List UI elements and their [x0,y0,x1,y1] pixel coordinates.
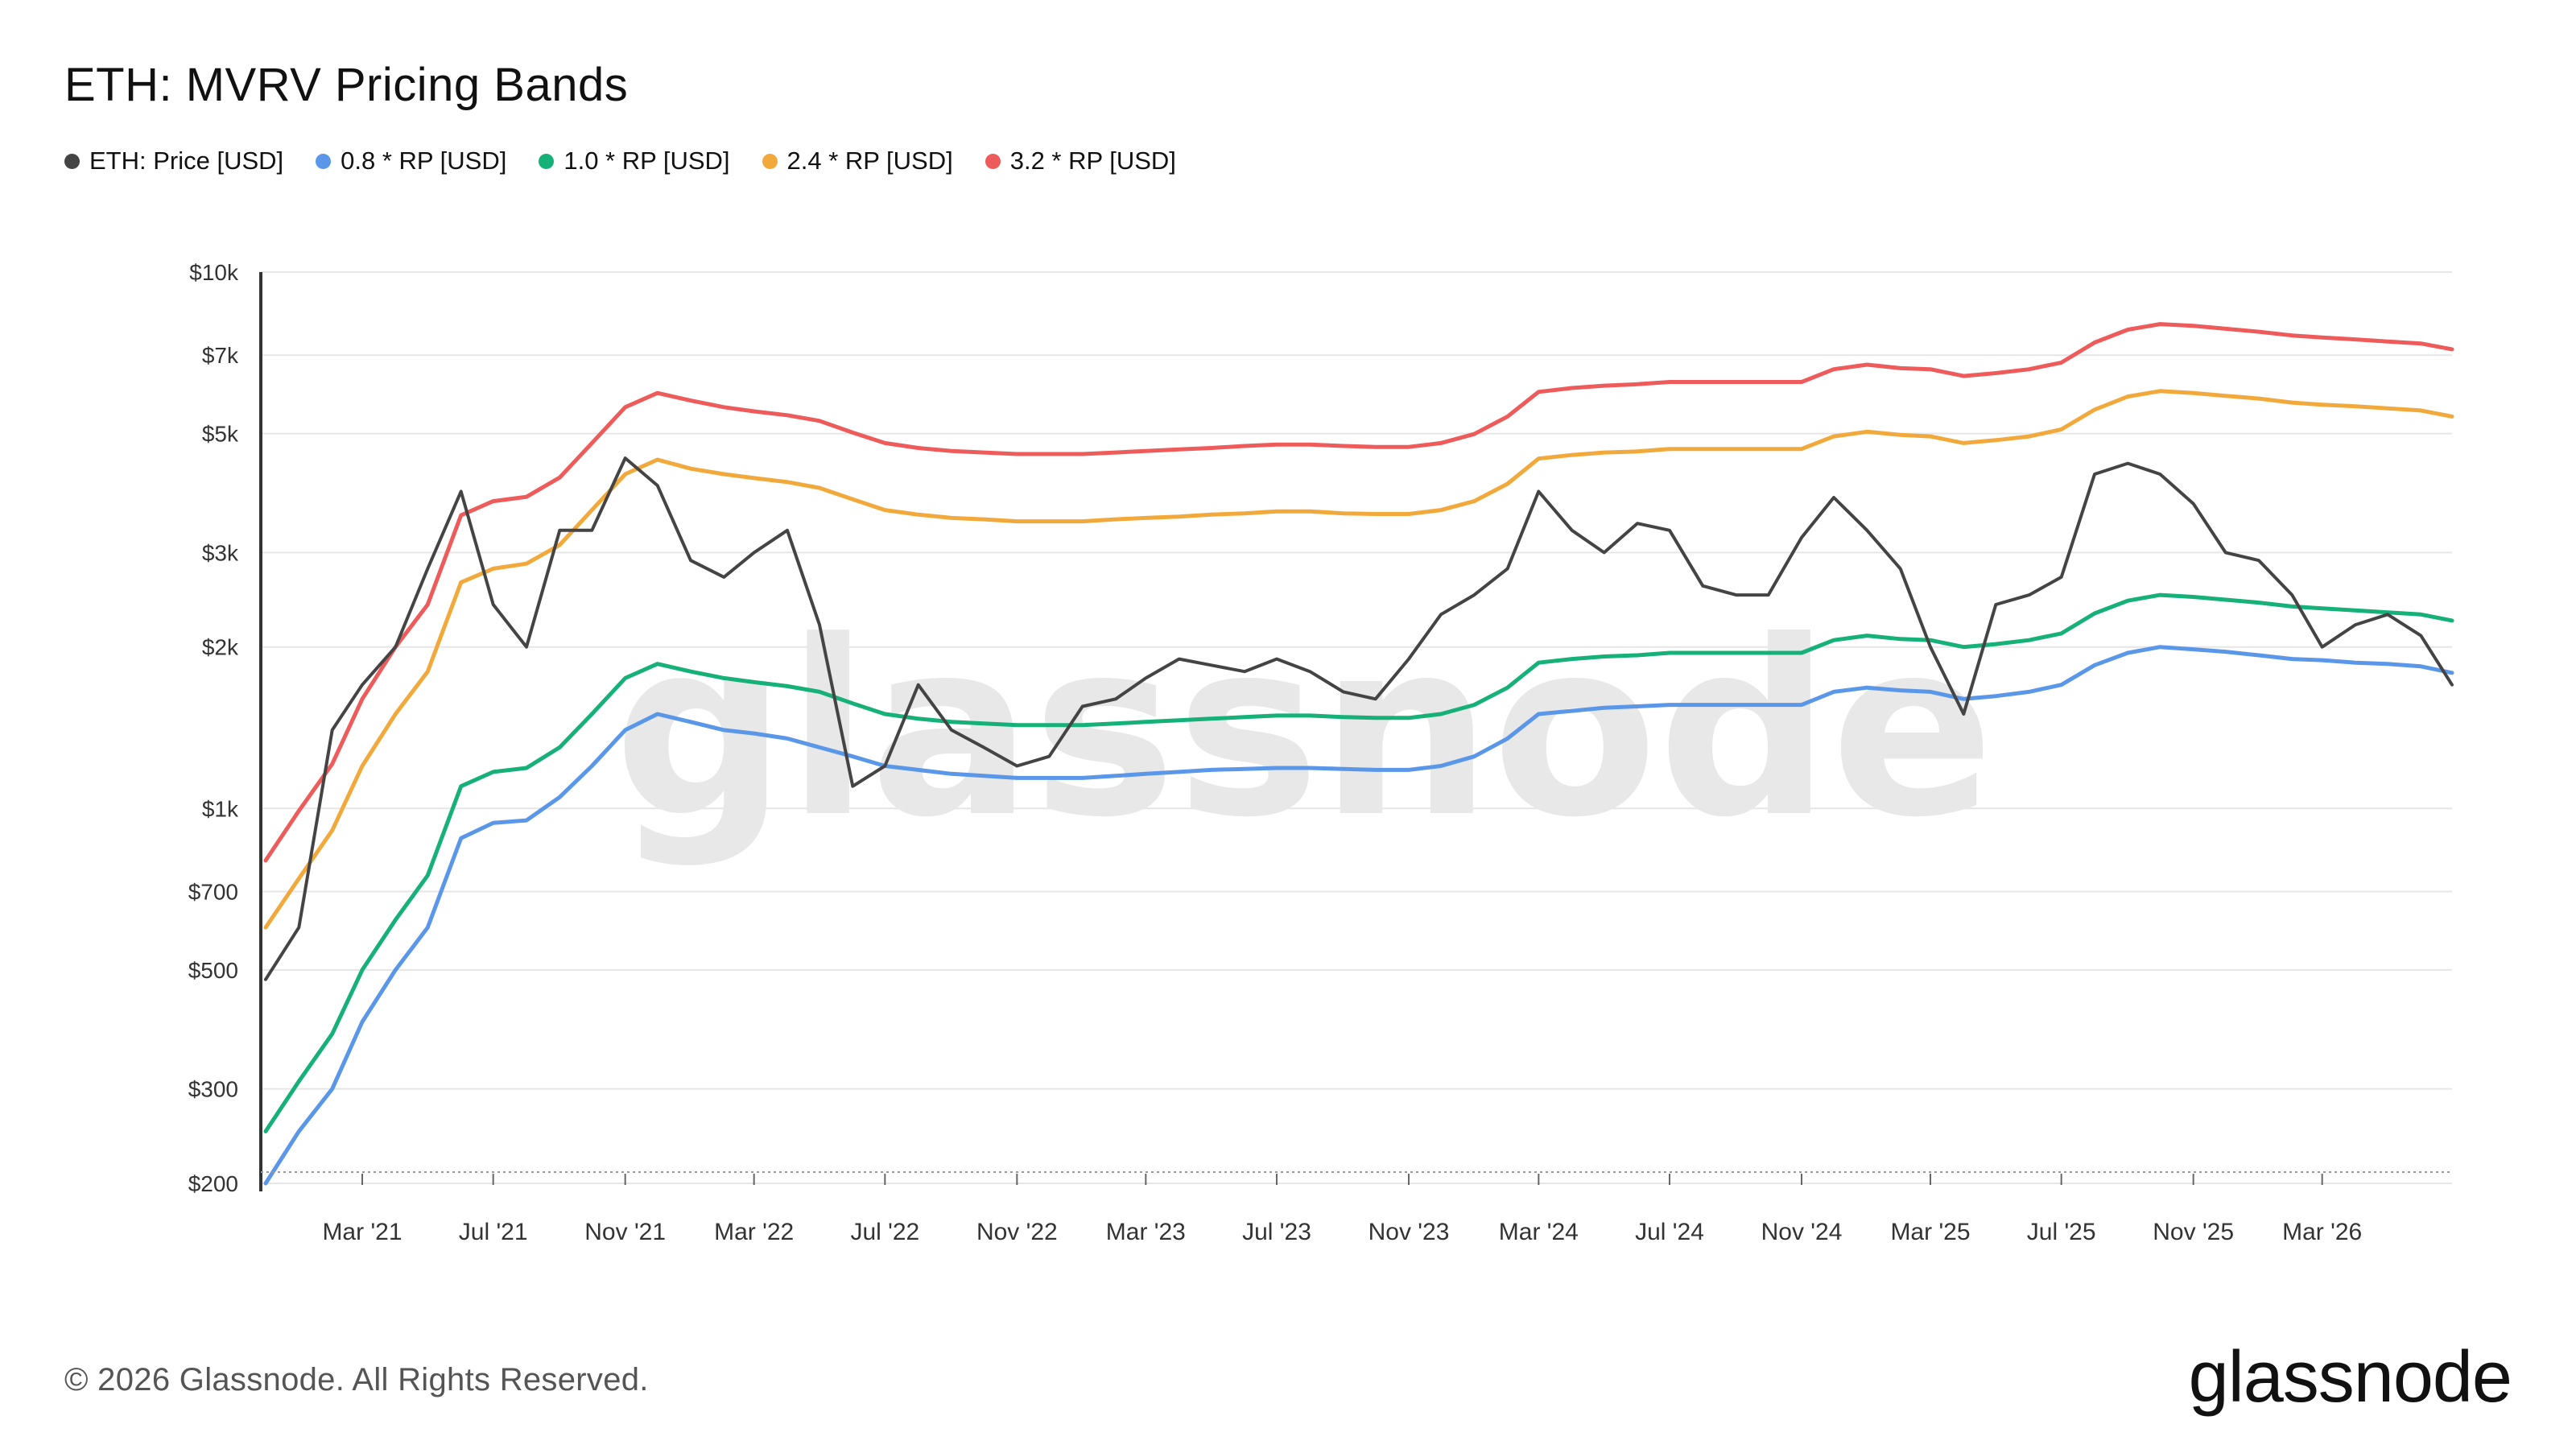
x-tick-label: Jul '23 [1242,1219,1311,1245]
legend-item[interactable]: ETH: Price [USD] [64,147,283,175]
chart-title: ETH: MVRV Pricing Bands [64,59,629,111]
legend-label: 3.2 * RP [USD] [1009,147,1176,175]
y-tick-label: $700 [188,879,238,904]
series-line-1 [263,645,2454,1186]
x-tick-label: Nov '23 [1368,1219,1450,1245]
x-axis-ticks: Mar '21 Jul '21 Nov '21 Mar '22 Jul '22 Nov '… [322,1174,2362,1245]
x-tick-label: Mar '26 [2282,1219,2362,1245]
y-tick-label: $200 [188,1171,238,1196]
x-tick-label: Mar '23 [1106,1219,1186,1245]
series-line-0 [264,456,2454,981]
series-lines [263,322,2454,1186]
x-tick-label: Nov '25 [2153,1219,2234,1245]
y-tick-label: $1k [202,796,239,821]
chart-legend: ETH: Price [USD] 0.8 * RP [USD] 1.0 * RP [… [64,147,1176,175]
legend-item[interactable]: 2.4 * RP [USD] [762,147,953,175]
x-tick-label: Jul '24 [1635,1219,1704,1245]
legend-dot-icon [64,153,80,169]
x-tick-label: Mar '21 [322,1219,402,1245]
y-tick-label: $500 [188,958,238,983]
y-tick-label: $300 [188,1077,238,1102]
legend-item[interactable]: 0.8 * RP [USD] [316,147,506,175]
y-tick-label: $2k [202,635,239,660]
y-tick-label: $7k [202,343,239,368]
legend-label: 2.4 * RP [USD] [786,147,953,175]
legend-dot-icon [316,153,332,169]
x-tick-label: Jul '21 [459,1219,528,1245]
series-line-4 [263,322,2454,863]
x-tick-label: Mar '24 [1499,1219,1579,1245]
series-line-2 [263,592,2454,1133]
legend-dot-icon [762,153,778,169]
watermark-text: glassnode [613,589,1994,870]
x-tick-label: Nov '24 [1761,1219,1843,1245]
legend-item[interactable]: 1.0 * RP [USD] [539,147,730,175]
legend-dot-icon [985,153,1001,169]
x-tick-label: Nov '21 [584,1219,666,1245]
x-tick-label: Jul '25 [2027,1219,2096,1245]
brand-logo: glassnode [2188,1337,2512,1418]
legend-dot-icon [539,153,555,169]
legend-label: 1.0 * RP [USD] [564,147,730,175]
legend-item[interactable]: 3.2 * RP [USD] [985,147,1176,175]
y-tick-label: $5k [202,422,239,447]
legend-label: ETH: Price [USD] [89,147,284,175]
footer-copyright: © 2026 Glassnode. All Rights Reserved. [64,1362,649,1397]
y-tick-label: $3k [202,540,239,565]
x-tick-label: Mar '25 [1890,1219,1970,1245]
legend-label: 0.8 * RP [USD] [341,147,507,175]
x-tick-label: Nov '22 [976,1219,1058,1245]
series-line-3 [263,389,2454,930]
x-tick-label: Mar '22 [714,1219,794,1245]
y-tick-label: $10k [189,260,239,285]
y-axis-ticks: $10k $7k $5k $3k $2k $1k $700 $500 $300 $200 [188,260,239,1196]
x-tick-label: Jul '22 [850,1219,919,1245]
grid-lines [261,271,2452,1184]
